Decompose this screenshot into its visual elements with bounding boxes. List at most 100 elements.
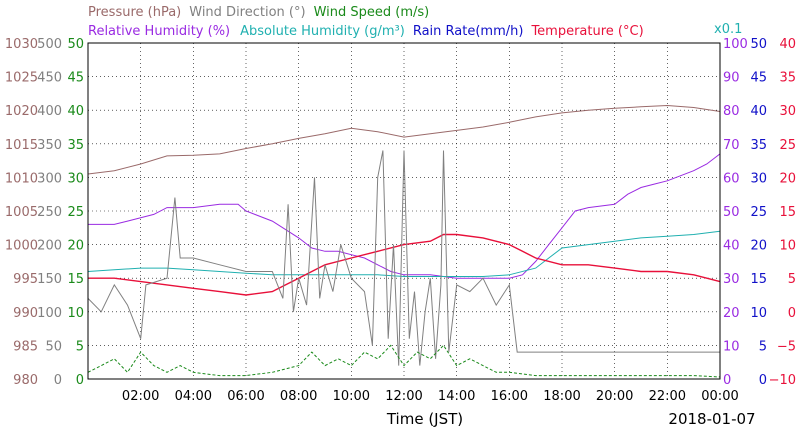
x-tick-label: 00:00 <box>701 389 738 404</box>
relative-humidity-tick-label: 30 <box>723 272 740 287</box>
wind-speed-tick-label: 45 <box>67 71 84 86</box>
temperature-tick-label: 30 <box>779 104 796 119</box>
rain-rate-tick-label: 10 <box>750 306 767 321</box>
relative-humidity-tick-label: 0 <box>723 373 731 388</box>
x-axis-label: Time (JST) <box>386 410 463 428</box>
pressure-tick-label: 1020 <box>5 104 38 119</box>
pressure-tick-label: 1025 <box>5 71 38 86</box>
wind-speed-tick-label: 25 <box>67 205 84 220</box>
wind-direction-tick-label: 400 <box>37 104 62 119</box>
wind-direction-tick-label: 500 <box>37 37 62 52</box>
pressure-tick-label: 1005 <box>5 205 38 220</box>
wind-speed-tick-label: 20 <box>67 239 84 254</box>
pressure-tick-label: 980 <box>13 373 38 388</box>
x-tick-label: 22:00 <box>649 389 686 404</box>
temperature-tick-label: −5 <box>777 339 796 354</box>
temperature-tick-label: 0 <box>788 306 796 321</box>
wind-direction-tick-label: 250 <box>37 205 62 220</box>
abs-humidity-scale-note: x0.1 <box>714 22 742 37</box>
rain-rate-tick-label: 0 <box>759 373 767 388</box>
temperature-tick-label: 5 <box>788 272 796 287</box>
wind-direction-tick-label: 150 <box>37 272 62 287</box>
pressure-tick-label: 985 <box>13 339 38 354</box>
wind-speed-tick-label: 5 <box>76 339 84 354</box>
rain-rate-tick-label: 5 <box>759 339 767 354</box>
chart-date: 2018-01-07 <box>668 410 755 428</box>
wind-direction-tick-label: 350 <box>37 138 62 153</box>
rain-rate-tick-label: 40 <box>750 104 767 119</box>
series-pressure-hpa <box>87 104 721 175</box>
wind-speed-tick-label: 40 <box>67 104 84 119</box>
legend-pressure-hpa: Pressure (hPa) <box>88 5 181 20</box>
wind-speed-tick-label: 35 <box>67 138 84 153</box>
rain-rate-tick-label: 30 <box>750 171 767 186</box>
wind-speed-tick-label: 50 <box>67 37 84 52</box>
relative-humidity-tick-label: 10 <box>723 339 740 354</box>
legend-wind-speed-m-s: Wind Speed (m/s) <box>314 5 430 20</box>
rain-rate-tick-label: 25 <box>750 205 767 220</box>
wind-speed-tick-label: 30 <box>67 171 84 186</box>
legend-relative-humidity: Relative Humidity (%) <box>88 24 230 39</box>
grid <box>88 43 720 379</box>
wind-speed-tick-label: 0 <box>76 373 84 388</box>
relative-humidity-tick-label: 100 <box>723 37 748 52</box>
temperature-tick-label: 10 <box>779 239 796 254</box>
temperature-tick-label: 25 <box>779 138 796 153</box>
x-tick-label: 06:00 <box>227 389 264 404</box>
temperature-tick-label: −10 <box>769 373 796 388</box>
rain-rate-tick-label: 45 <box>750 71 767 86</box>
x-tick-label: 08:00 <box>280 389 317 404</box>
wind-direction-tick-label: 100 <box>37 306 62 321</box>
x-tick-label: 02:00 <box>122 389 159 404</box>
plot-frame <box>87 42 721 380</box>
series-wind-direction <box>87 150 720 366</box>
legend-wind-direction: Wind Direction (°) <box>189 5 305 20</box>
x-tick-label: 10:00 <box>333 389 370 404</box>
axes-labels: 1030102510201015101010051000995990985980… <box>5 37 796 404</box>
relative-humidity-tick-label: 60 <box>723 171 740 186</box>
legend-rain-rate-mm-h: Rain Rate(mm/h) <box>413 24 524 39</box>
legend-temperature-c: Temperature (°C) <box>530 24 643 39</box>
x-tick-label: 20:00 <box>596 389 633 404</box>
rain-rate-tick-label: 35 <box>750 138 767 153</box>
legend-row-2: Relative Humidity (%) Absolute Humidity (… <box>88 24 644 39</box>
series-wind-speed-m-s <box>87 344 721 378</box>
temperature-tick-label: 40 <box>779 37 796 52</box>
temperature-tick-label: 20 <box>779 171 796 186</box>
rain-rate-tick-label: 20 <box>750 239 767 254</box>
rain-rate-tick-label: 15 <box>750 272 767 287</box>
relative-humidity-tick-label: 20 <box>723 306 740 321</box>
wind-direction-tick-label: 0 <box>54 373 62 388</box>
pressure-tick-label: 1010 <box>5 171 38 186</box>
pressure-tick-label: 1000 <box>5 239 38 254</box>
relative-humidity-tick-label: 90 <box>723 71 740 86</box>
legend-row-1: Pressure (hPa) Wind Direction (°) Wind Spe… <box>88 5 429 20</box>
temperature-tick-label: 35 <box>779 71 796 86</box>
pressure-tick-label: 1030 <box>5 37 38 52</box>
wind-speed-tick-label: 15 <box>67 272 84 287</box>
legend-absolute-humidity-g-m: Absolute Humidity (g/m³) <box>240 24 405 39</box>
wind-direction-tick-label: 450 <box>37 71 62 86</box>
rain-rate-tick-label: 50 <box>750 37 767 52</box>
temperature-tick-label: 15 <box>779 205 796 220</box>
series-group <box>87 104 721 380</box>
x-tick-label: 14:00 <box>438 389 475 404</box>
x-tick-label: 04:00 <box>175 389 212 404</box>
series-temperature-c <box>88 233 721 296</box>
x-tick-label: 12:00 <box>385 389 422 404</box>
wind-direction-tick-label: 300 <box>37 171 62 186</box>
series-relative-humidity <box>88 153 721 279</box>
pressure-tick-label: 990 <box>13 306 38 321</box>
relative-humidity-tick-label: 70 <box>723 138 740 153</box>
x-tick-label: 16:00 <box>491 389 528 404</box>
relative-humidity-tick-label: 80 <box>723 104 740 119</box>
x-tick-label: 18:00 <box>543 389 580 404</box>
wind-direction-tick-label: 50 <box>45 339 62 354</box>
wind-direction-tick-label: 200 <box>37 239 62 254</box>
relative-humidity-tick-label: 50 <box>723 205 740 220</box>
relative-humidity-tick-label: 40 <box>723 239 740 254</box>
pressure-tick-label: 995 <box>13 272 38 287</box>
pressure-tick-label: 1015 <box>5 138 38 153</box>
wind-speed-tick-label: 10 <box>67 306 84 321</box>
